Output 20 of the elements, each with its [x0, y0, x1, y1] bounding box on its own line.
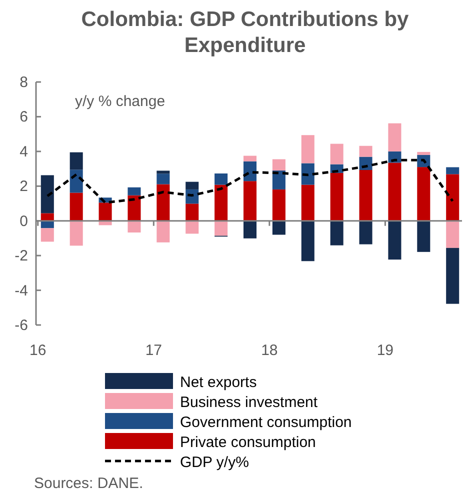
- y-axis-title: y/y % change: [75, 93, 166, 110]
- y-tick-label: -6: [14, 317, 28, 334]
- y-tick-label: 2: [20, 178, 28, 196]
- y-tick-label: 6: [20, 108, 28, 126]
- y-tick-label: -4: [14, 282, 28, 300]
- legend-label: Government consumption: [180, 414, 352, 431]
- legend-label: Private consumption: [180, 434, 316, 451]
- legend-label: Business investment: [180, 394, 318, 411]
- y-tick-label: -2: [14, 248, 28, 265]
- y-tick-label: 8: [20, 74, 28, 91]
- x-tick-label: 18: [261, 342, 278, 359]
- legend-label: Net exports: [180, 374, 257, 391]
- x-tick-label: 19: [376, 342, 394, 359]
- x-tick-label: 16: [30, 342, 46, 359]
- source-note: Sources: DANE.: [34, 475, 144, 492]
- x-tick-label: 17: [145, 342, 162, 359]
- y-tick-label: 4: [20, 143, 28, 160]
- y-tick-label: 0: [20, 212, 28, 230]
- legend-label: GDP y/y%: [180, 454, 249, 471]
- chart-title: Colombia: GDP Contributions by Expenditure: [81, 8, 410, 57]
